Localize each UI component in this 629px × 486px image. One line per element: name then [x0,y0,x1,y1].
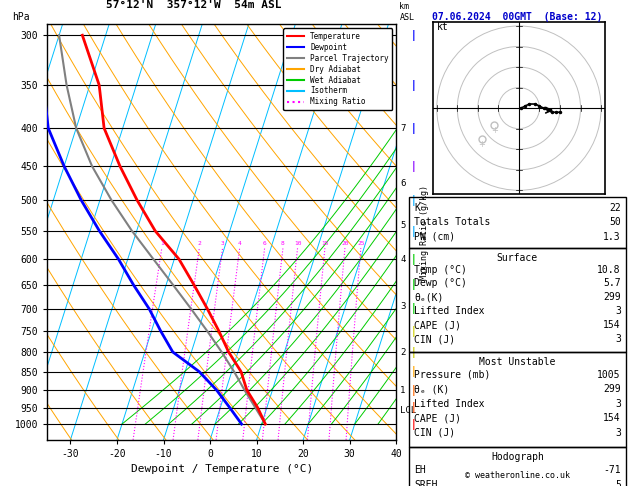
Text: 4: 4 [400,255,406,263]
Text: θₑ(K): θₑ(K) [414,293,443,302]
Text: Temp (°C): Temp (°C) [414,264,467,275]
Text: 1.3: 1.3 [603,232,621,242]
Text: +: + [491,126,498,135]
Text: 20: 20 [341,241,348,246]
Text: 3: 3 [615,334,621,344]
Text: |: | [412,254,416,264]
Text: +: + [479,140,486,149]
Text: θₑ (K): θₑ (K) [414,384,449,394]
Text: |: | [412,384,416,396]
Text: 5.7: 5.7 [603,278,621,289]
Text: 5: 5 [400,221,406,229]
Text: CIN (J): CIN (J) [414,334,455,344]
Text: |: | [412,80,416,90]
Text: 5: 5 [615,480,621,486]
Text: Lifted Index: Lifted Index [414,399,484,409]
Text: 10.8: 10.8 [598,264,621,275]
Text: km
ASL: km ASL [399,2,415,22]
Text: 3: 3 [400,302,406,311]
Text: © weatheronline.co.uk: © weatheronline.co.uk [465,471,570,480]
Legend: Temperature, Dewpoint, Parcel Trajectory, Dry Adiabat, Wet Adiabat, Isotherm, Mi: Temperature, Dewpoint, Parcel Trajectory… [283,28,392,110]
Text: 3: 3 [615,428,621,438]
Text: CAPE (J): CAPE (J) [414,413,461,423]
Text: 50: 50 [609,217,621,227]
Text: 25: 25 [357,241,365,246]
Text: 6: 6 [263,241,267,246]
Text: kt: kt [437,22,448,32]
Text: K: K [414,203,420,213]
Text: hPa: hPa [13,12,30,22]
Text: |: | [412,161,416,172]
Text: |: | [412,195,416,206]
Text: 1: 1 [160,241,164,246]
Text: 299: 299 [603,293,621,302]
Text: 1005: 1005 [598,369,621,380]
Text: 2: 2 [400,347,406,357]
Text: 299: 299 [603,384,621,394]
Text: 22: 22 [609,203,621,213]
Text: |: | [412,122,416,134]
Text: PW (cm): PW (cm) [414,232,455,242]
Text: 07.06.2024  00GMT  (Base: 12): 07.06.2024 00GMT (Base: 12) [432,12,603,22]
Text: Dewp (°C): Dewp (°C) [414,278,467,289]
Text: Totals Totals: Totals Totals [414,217,490,227]
Text: |: | [412,279,416,291]
Text: |: | [412,326,416,337]
Text: 15: 15 [321,241,328,246]
Text: 154: 154 [603,320,621,330]
Text: 2: 2 [198,241,201,246]
Text: CAPE (J): CAPE (J) [414,320,461,330]
Text: 3: 3 [615,306,621,316]
Text: 8: 8 [281,241,285,246]
Text: |: | [412,226,416,237]
Text: SREH: SREH [414,480,437,486]
Text: CIN (J): CIN (J) [414,428,455,438]
Text: |: | [412,303,416,314]
Text: Pressure (mb): Pressure (mb) [414,369,490,380]
Text: 154: 154 [603,413,621,423]
Text: EH: EH [414,465,426,475]
Text: 1: 1 [400,385,406,395]
Text: 7: 7 [400,123,406,133]
Text: LCL: LCL [400,406,416,416]
Text: 10: 10 [294,241,301,246]
Text: |: | [412,30,416,41]
Text: |: | [412,366,416,377]
X-axis label: Dewpoint / Temperature (°C): Dewpoint / Temperature (°C) [131,465,313,474]
Text: 57°12'N  357°12'W  54m ASL: 57°12'N 357°12'W 54m ASL [106,0,282,10]
Text: |: | [412,347,416,358]
Text: Mixing Ratio (g/kg): Mixing Ratio (g/kg) [420,185,429,279]
Text: 4: 4 [238,241,242,246]
Text: Lifted Index: Lifted Index [414,306,484,316]
Text: |: | [412,418,416,430]
Text: 6: 6 [400,179,406,188]
Text: Most Unstable: Most Unstable [479,357,555,367]
Text: Surface: Surface [497,253,538,263]
Text: 3: 3 [615,399,621,409]
Text: 3: 3 [221,241,225,246]
Text: -71: -71 [603,465,621,475]
Text: |: | [412,402,416,413]
Text: Hodograph: Hodograph [491,452,544,462]
